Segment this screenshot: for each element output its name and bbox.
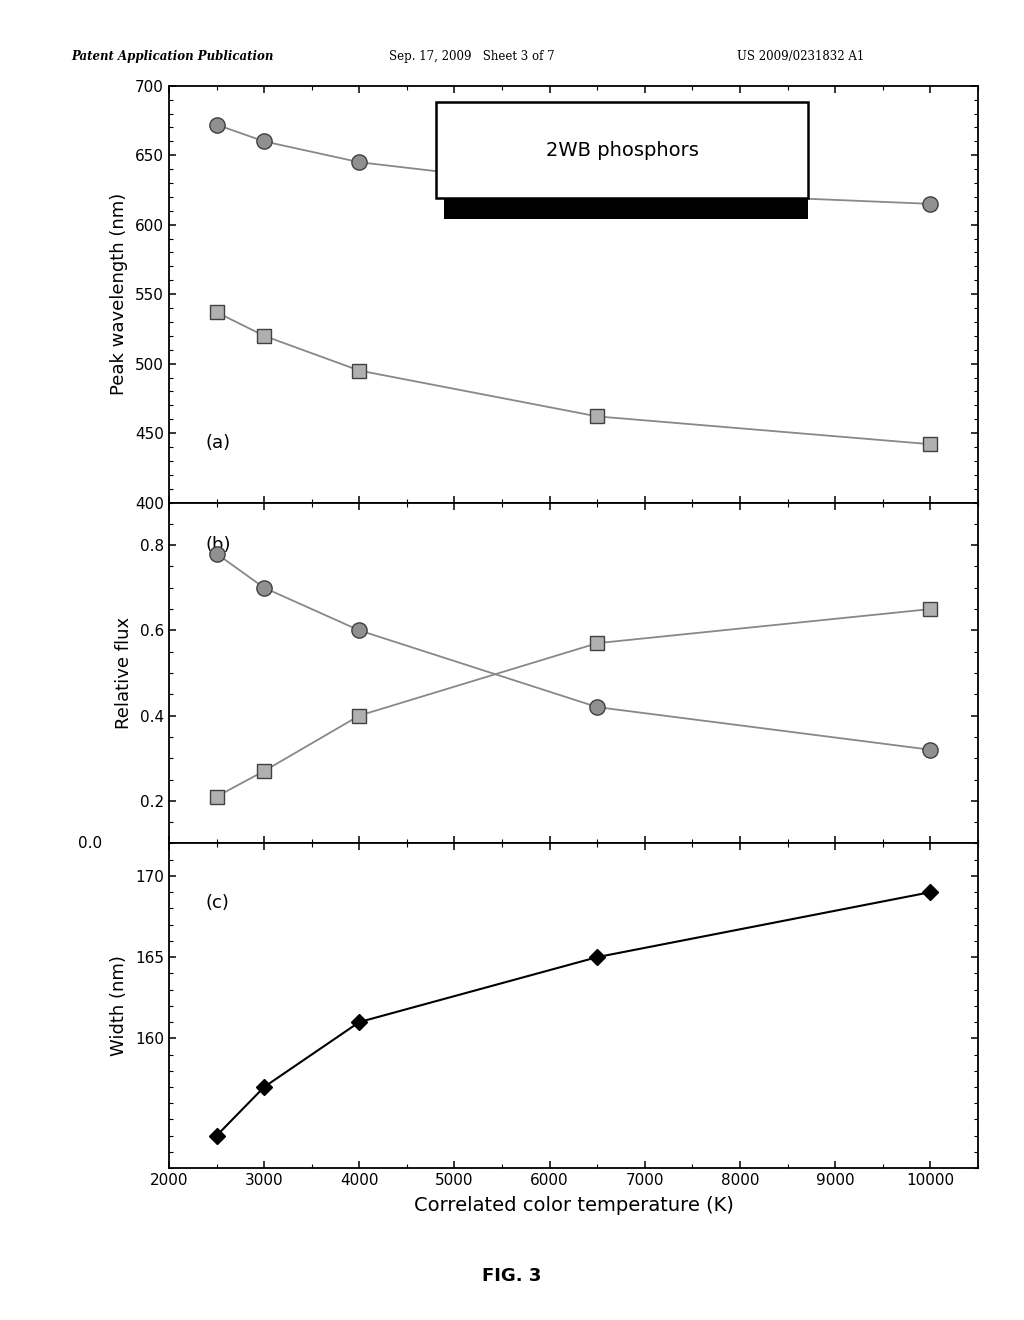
Text: 0.0: 0.0 [78,836,101,851]
Text: Sep. 17, 2009   Sheet 3 of 7: Sep. 17, 2009 Sheet 3 of 7 [389,50,555,63]
Bar [444,197,808,219]
Text: (b): (b) [206,536,230,554]
Text: Patent Application Publication: Patent Application Publication [72,50,274,63]
Text: (c): (c) [206,895,229,912]
X-axis label: Correlated color temperature (K): Correlated color temperature (K) [414,1196,733,1216]
Y-axis label: Peak wavelength (nm): Peak wavelength (nm) [111,193,128,395]
Text: US 2009/0231832 A1: US 2009/0231832 A1 [737,50,864,63]
Text: (a): (a) [206,434,230,453]
Y-axis label: Width (nm): Width (nm) [111,956,128,1056]
Text: 2WB phosphors: 2WB phosphors [546,141,698,160]
Y-axis label: Relative flux: Relative flux [115,616,133,729]
Text: FIG. 3: FIG. 3 [482,1267,542,1286]
Bar [436,103,808,198]
